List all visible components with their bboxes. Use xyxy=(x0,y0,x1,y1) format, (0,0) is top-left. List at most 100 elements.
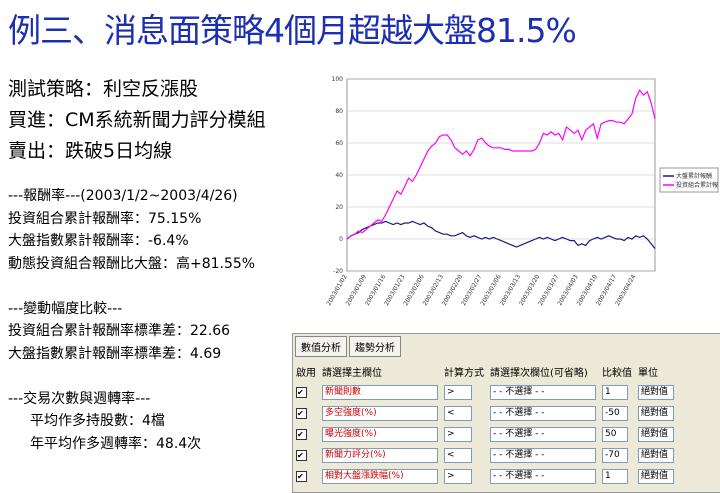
field: > xyxy=(444,469,472,484)
cell: 50 xyxy=(599,424,635,445)
header-cell: 單位 xyxy=(638,368,658,379)
field: - - 不選擇 - - xyxy=(490,469,596,484)
field: 絕對值 xyxy=(638,406,674,421)
stat-line: 大盤指數累計報酬率：-6.4% xyxy=(8,233,189,249)
filter-row: ✔ 相對大盤漲跌幅(%) > - - 不選擇 - - 1 絕對值 xyxy=(293,466,677,487)
field: < xyxy=(444,406,472,421)
cell: 新聞力評分(%) xyxy=(319,445,441,466)
series-line xyxy=(346,89,656,240)
y-tick-label: -20 xyxy=(333,268,343,275)
cell: - - 不選擇 - - xyxy=(487,424,599,445)
heading-line: 賣出：跌破5日均線 xyxy=(8,140,173,162)
cell: 曝光強度(%) xyxy=(319,424,441,445)
field: 相對大盤漲跌幅(%) xyxy=(322,469,438,484)
field: 絕對值 xyxy=(638,385,674,400)
field: 1 xyxy=(602,469,628,484)
filter-row: ✔ 曝光強度(%) > - - 不選擇 - - 50 絕對值 xyxy=(293,424,677,445)
checkbox: ✔ xyxy=(296,471,307,482)
cell: - - 不選擇 - - xyxy=(487,466,599,487)
field: 絕對值 xyxy=(638,469,674,484)
checkbox: ✔ xyxy=(296,408,307,419)
enable-cell: ✔ xyxy=(293,403,319,424)
header-cell: 計算方式 xyxy=(444,368,484,379)
cell: -70 xyxy=(599,445,635,466)
cell: 1 xyxy=(599,382,635,403)
field: 新聞則數 xyxy=(322,385,438,400)
cell: > xyxy=(441,424,487,445)
field: 50 xyxy=(602,427,628,442)
stat-line: ---變動幅度比較--- xyxy=(8,300,123,317)
field: 新聞力評分(%) xyxy=(322,448,438,463)
cell: 絕對值 xyxy=(635,424,677,445)
heading-line: 測試策略：利空反漲股 xyxy=(8,78,199,100)
field: > xyxy=(444,427,472,442)
field: - - 不選擇 - - xyxy=(490,427,596,442)
cell: > xyxy=(441,466,487,487)
field: 絕對值 xyxy=(638,427,674,442)
header-cell: 比較值 xyxy=(602,368,632,379)
field: - - 不選擇 - - xyxy=(490,406,596,421)
enable-cell: ✔ xyxy=(293,382,319,403)
chart: -200204060801002003/01/022003/01/092003/… xyxy=(325,76,719,307)
heading-line: 買進：CM系統新聞力評分模組 xyxy=(8,109,266,131)
header-cell: 請選擇次欄位(可省略) xyxy=(490,368,588,379)
field: < xyxy=(444,448,472,463)
stat-line: 投資組合累計報酬率：75.15% xyxy=(8,210,202,227)
stat-line: 年平均作多週轉率：48.4次 xyxy=(30,435,202,452)
enable-cell: ✔ xyxy=(293,466,319,487)
stat-line: 平均作多持股數：4檔 xyxy=(30,413,165,429)
field: - - 不選擇 - - xyxy=(490,385,596,400)
field: 多空強度(%) xyxy=(322,406,438,421)
cell: 絕對值 xyxy=(635,466,677,487)
y-tick-label: 40 xyxy=(335,172,343,179)
stat-line: 動態投資組合報酬比大盤：高+81.55% xyxy=(8,255,256,272)
cell: > xyxy=(441,382,487,403)
legend xyxy=(659,167,719,193)
legend-label: 投資組合累計報 xyxy=(676,181,718,189)
header-cell: 請選擇主欄位 xyxy=(322,368,382,379)
stat-line: 大盤指數累計報酬率標準差：4.69 xyxy=(8,345,222,362)
cell: 絕對值 xyxy=(635,445,677,466)
field: 1 xyxy=(602,385,628,400)
cell: < xyxy=(441,445,487,466)
cell: -50 xyxy=(599,403,635,424)
stat-line: ---報酬率---(2003/1/2~2003/4/26) xyxy=(8,188,238,204)
filter-row: ✔ 新聞力評分(%) < - - 不選擇 - - -70 絕對值 xyxy=(293,445,677,466)
slide-title: 例三、消息面策略4個月超越大盤81.5% xyxy=(8,11,577,50)
stat-line: 投資組合累計報酬率標準差：22.66 xyxy=(8,323,231,339)
y-tick-label: 100 xyxy=(332,76,344,83)
filter-row: ✔ 多空強度(%) < - - 不選擇 - - -50 絕對值 xyxy=(293,403,677,424)
checkbox: ✔ xyxy=(296,450,307,461)
field: > xyxy=(444,385,472,400)
y-tick-label: 0 xyxy=(339,236,343,243)
y-tick-label: 20 xyxy=(335,204,343,211)
field: - - 不選擇 - - xyxy=(490,448,596,463)
filter-table: 啟用 請選擇主欄位 計算方式 請選擇次欄位(可省略) 比較值 單位 ✔ 新聞則數 > - - 不選… xyxy=(293,361,677,487)
filter-row: ✔ 新聞則數 > - - 不選擇 - - 1 絕對值 xyxy=(293,382,677,403)
stat-line: ---交易次數與週轉率--- xyxy=(8,390,151,407)
stats: ---報酬率---(2003/1/2~2003/4/26) 投資組合累計報酬率：7… xyxy=(8,185,255,455)
cell: < xyxy=(441,403,487,424)
legend-label: 大盤累計報酬 xyxy=(676,172,712,180)
strategy: 測試策略：利空反漲股買進：CM系統新聞力評分模組 賣出：跌破5日均線 xyxy=(8,74,266,167)
cell: - - 不選擇 - - xyxy=(487,403,599,424)
tab: 數值分析 xyxy=(295,336,347,357)
header-cell: 啟用 xyxy=(296,368,316,379)
cell: 相對大盤漲跌幅(%) xyxy=(319,466,441,487)
field: -70 xyxy=(602,448,628,463)
x-tick-label: 2003/04/24 xyxy=(614,273,637,307)
field: -50 xyxy=(602,406,628,421)
y-tick-label: 60 xyxy=(335,140,343,147)
stat-line xyxy=(8,365,255,388)
enable-cell: ✔ xyxy=(293,424,319,445)
cell: 絕對值 xyxy=(635,382,677,403)
checkbox: ✔ xyxy=(296,387,307,398)
cell: 多空強度(%) xyxy=(319,403,441,424)
field: 曝光強度(%) xyxy=(322,427,438,442)
tab: 趨勢分析 xyxy=(349,336,401,357)
cell: - - 不選擇 - - xyxy=(487,382,599,403)
series-line xyxy=(346,220,656,249)
cell: 1 xyxy=(599,466,635,487)
enable-cell: ✔ xyxy=(293,445,319,466)
